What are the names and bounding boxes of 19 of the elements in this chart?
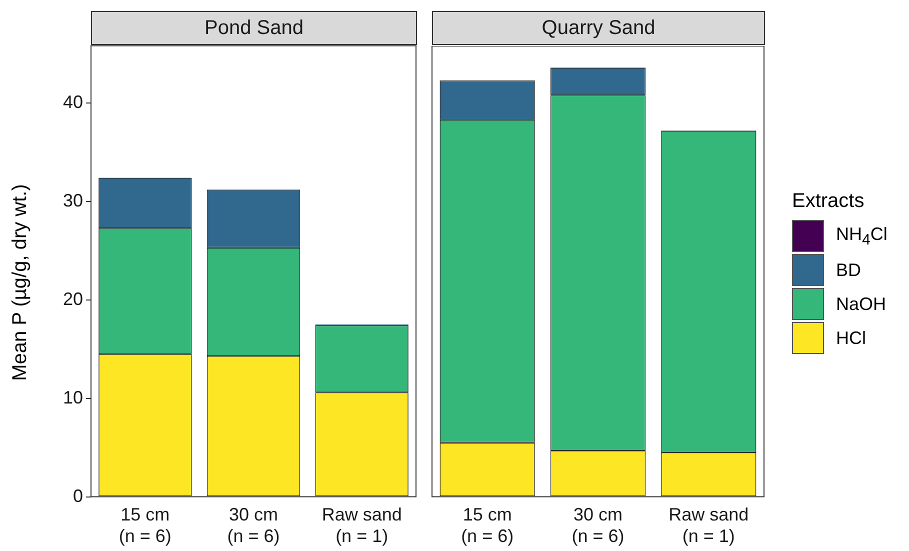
y-tick-label: 30 [62,190,83,210]
y-tick-label: 0 [72,486,83,506]
y-tick-label: 20 [62,288,83,309]
y-tick-label: 40 [62,92,83,112]
chart-title: Pond Sand [91,11,417,45]
x-tick-label: 30 cm (n = 6) [572,504,624,546]
y-axis-title: Mean P (µg/g, dry wt.) [8,184,32,380]
x-tick-label: 15 cm (n = 6) [461,504,514,546]
chart-title: Quarry Sand [432,11,765,45]
x-tick-label: Raw sand (n = 1) [322,504,402,546]
x-tick-label: Raw sand (n = 1) [668,504,749,546]
x-tick-label: 15 cm (n = 6) [118,504,172,546]
x-tick-label: 30 cm (n = 6) [227,504,280,546]
legend-label: BD [836,260,862,280]
legend-label: NaOH [836,294,886,314]
legend-label: NH$_{4}$Cl [836,224,888,248]
legend-label: HCl [836,328,866,348]
legend-title: Extracts [792,190,866,213]
y-tick-label: 10 [62,387,83,408]
